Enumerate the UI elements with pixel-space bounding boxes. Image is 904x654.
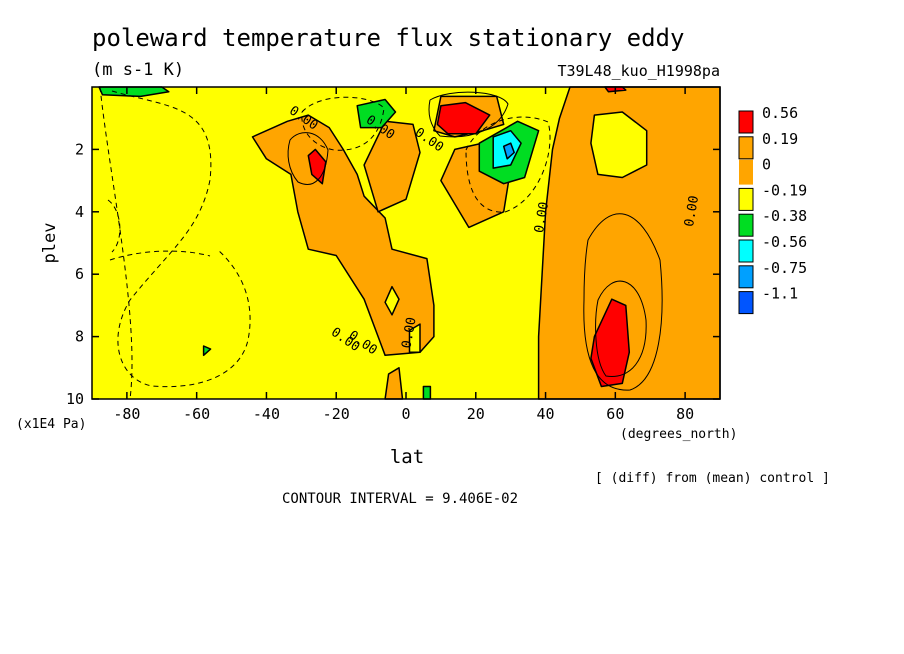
legend-swatch: [738, 213, 754, 237]
x-units-label: (degrees_north): [620, 427, 737, 442]
contour-label: 0.00: [532, 201, 552, 234]
contour-region-green-14: [356, 98, 397, 129]
x-tick-label: 60: [606, 405, 624, 423]
x-tick-label: 20: [467, 405, 485, 423]
x-tick-label: 40: [537, 405, 555, 423]
chart-title: poleward temperature flux stationary edd…: [92, 24, 684, 52]
contour-region-yellow-7: [384, 285, 400, 316]
legend-label: -0.38: [762, 207, 807, 225]
contour-region-yellow-6: [590, 111, 648, 179]
contour-interval: CONTOUR INTERVAL = 9.406E-02: [282, 491, 518, 507]
diff-note: [ (diff) from (mean) control ]: [595, 471, 830, 486]
dashed-contour-vertical: [99, 86, 133, 400]
y-tick-label: 10: [66, 390, 84, 408]
x-tick-label: -40: [253, 405, 280, 423]
y-axis-label: plev: [40, 223, 60, 264]
y-units-label: (x1E4 Pa): [16, 417, 86, 432]
x-axis-label: lat: [390, 446, 424, 468]
dashed-contours: [99, 86, 551, 400]
solid-contours: [287, 91, 663, 391]
y-tick-label: 4: [75, 203, 84, 221]
legend-label: -0.19: [762, 181, 807, 199]
y-tick-label: 6: [75, 265, 84, 283]
legend-label: -0.75: [762, 259, 807, 277]
solid-contour-upper: [428, 91, 509, 138]
contour-region-orange-3: [363, 120, 421, 213]
legend-swatch: [738, 110, 754, 134]
plot-area: 0.00 0.00 0.000.000.00 0.000.00 0.00 -80 -60-…: [66, 86, 721, 423]
legend-label: -1.1: [762, 285, 798, 303]
legend-swatch: [738, 291, 754, 315]
x-tick-label: -20: [323, 405, 350, 423]
y-axis-ticks: 2 4 6 8 10: [66, 140, 720, 408]
contour-region-blue-19: [502, 142, 515, 160]
legend-swatch: [738, 239, 754, 263]
legend-swatch: [738, 187, 754, 211]
x-tick-label: -80: [113, 405, 140, 423]
solid-contour-north-high: [583, 213, 663, 391]
dashed-contour-green-west: [301, 96, 385, 151]
color-legend: 0.56 0.19 0 -0.19 -0.38 -0.56 -0.75 -1.1: [738, 104, 807, 315]
solid-contour-sh-red: [287, 132, 329, 185]
legend-label: 0.56: [762, 104, 798, 122]
solid-contour-north-inner: [595, 280, 647, 377]
legend-swatch: [738, 136, 754, 160]
legend-swatch: [738, 265, 754, 289]
x-axis-ticks: -80 -60 -40 -20 0 20 40 60 80: [113, 87, 694, 423]
contour-region-yellow-8: [408, 323, 421, 353]
legend-label: 0.19: [762, 130, 798, 148]
x-tick-label: -60: [183, 405, 210, 423]
legend-label: 0: [762, 156, 771, 174]
y-tick-label: 8: [75, 328, 84, 346]
x-tick-label: 80: [676, 405, 694, 423]
chart-units: (m s-1 K): [92, 60, 184, 80]
run-label: T39L48_kuo_H1998pa: [557, 62, 720, 80]
contour-region-green-16: [202, 345, 212, 357]
x-tick-label: 0: [401, 405, 410, 423]
contour-label: 0.00: [399, 316, 419, 349]
y-tick-label: 2: [75, 140, 84, 158]
dashed-contour-green-east: [465, 116, 551, 213]
legend-swatch: [739, 159, 753, 185]
dashed-contour-small: [107, 199, 121, 253]
contour-region-green-17: [422, 385, 432, 400]
dashed-contour-sh-south: [109, 250, 211, 261]
legend-label: -0.56: [762, 233, 807, 251]
contour-label: 0.00: [682, 194, 702, 227]
